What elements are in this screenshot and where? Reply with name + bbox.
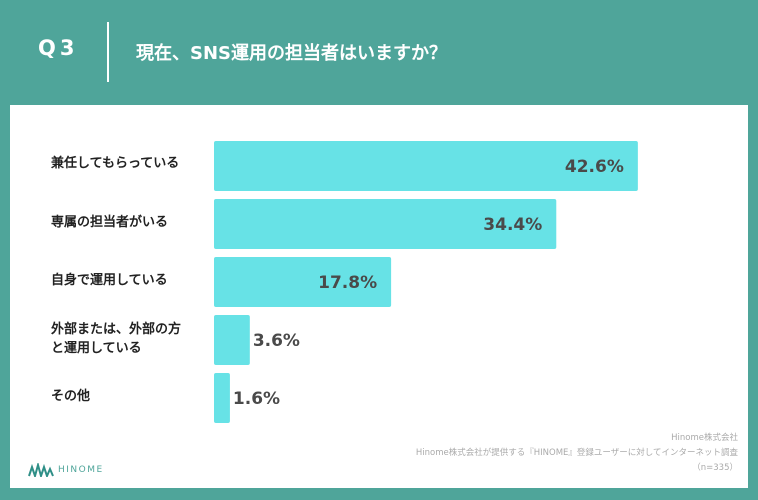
category-label: その他 bbox=[51, 387, 211, 406]
category-label: 兼任してもらっている bbox=[51, 154, 211, 173]
question-title: 現在、SNS運用の担当者はいますか？ bbox=[136, 43, 447, 64]
footer-source: Hinome株式会社が提供する『HINOME』登録ユーザーに対してインターネット… bbox=[415, 448, 738, 458]
category-label-line: その他 bbox=[51, 389, 91, 404]
category-label-line: 兼任してもらっている bbox=[51, 156, 180, 171]
bar-value-label: 17.8% bbox=[318, 273, 377, 293]
bar bbox=[214, 373, 230, 423]
footer-sample: （n=335） bbox=[692, 463, 738, 473]
bar bbox=[214, 199, 557, 249]
header-divider bbox=[107, 22, 109, 82]
chart-panel: 42.6% 34.4% 17.8% 3.6% 1.6% 兼任してもらっている 専属の担当… bbox=[10, 105, 748, 488]
bar-chart: 42.6% 34.4% 17.8% 3.6% 1.6% bbox=[214, 141, 638, 423]
bar-value-label: 42.6% bbox=[565, 157, 624, 177]
question-number: Q3 bbox=[38, 36, 79, 60]
bar bbox=[214, 257, 392, 307]
source-note: Hinome株式会社 Hinome株式会社が提供する『HINOME』登録ユーザー… bbox=[318, 431, 738, 476]
bar-value-label: 34.4% bbox=[483, 215, 542, 235]
category-label: 外部または、外部の方 と運用している bbox=[51, 320, 211, 358]
bar bbox=[214, 141, 638, 191]
bar-value-label: 3.6% bbox=[253, 331, 300, 351]
hinome-logo-icon bbox=[28, 463, 54, 477]
logo-text: HINOME bbox=[58, 465, 104, 475]
category-label-line: 専属の担当者がいる bbox=[51, 215, 169, 230]
footer-company: Hinome株式会社 bbox=[671, 433, 738, 443]
bar bbox=[214, 315, 250, 365]
category-label: 自身で運用している bbox=[51, 271, 211, 290]
header: Q3 現在、SNS運用の担当者はいますか？ bbox=[0, 0, 758, 105]
category-label-line: 自身で運用している bbox=[51, 273, 168, 288]
category-label-line: と運用している bbox=[51, 341, 142, 356]
category-label-line: 外部または、外部の方 bbox=[51, 322, 182, 337]
bar-value-label: 1.6% bbox=[233, 389, 280, 409]
category-label: 専属の担当者がいる bbox=[51, 213, 211, 232]
hinome-logo: HINOME bbox=[28, 463, 104, 477]
